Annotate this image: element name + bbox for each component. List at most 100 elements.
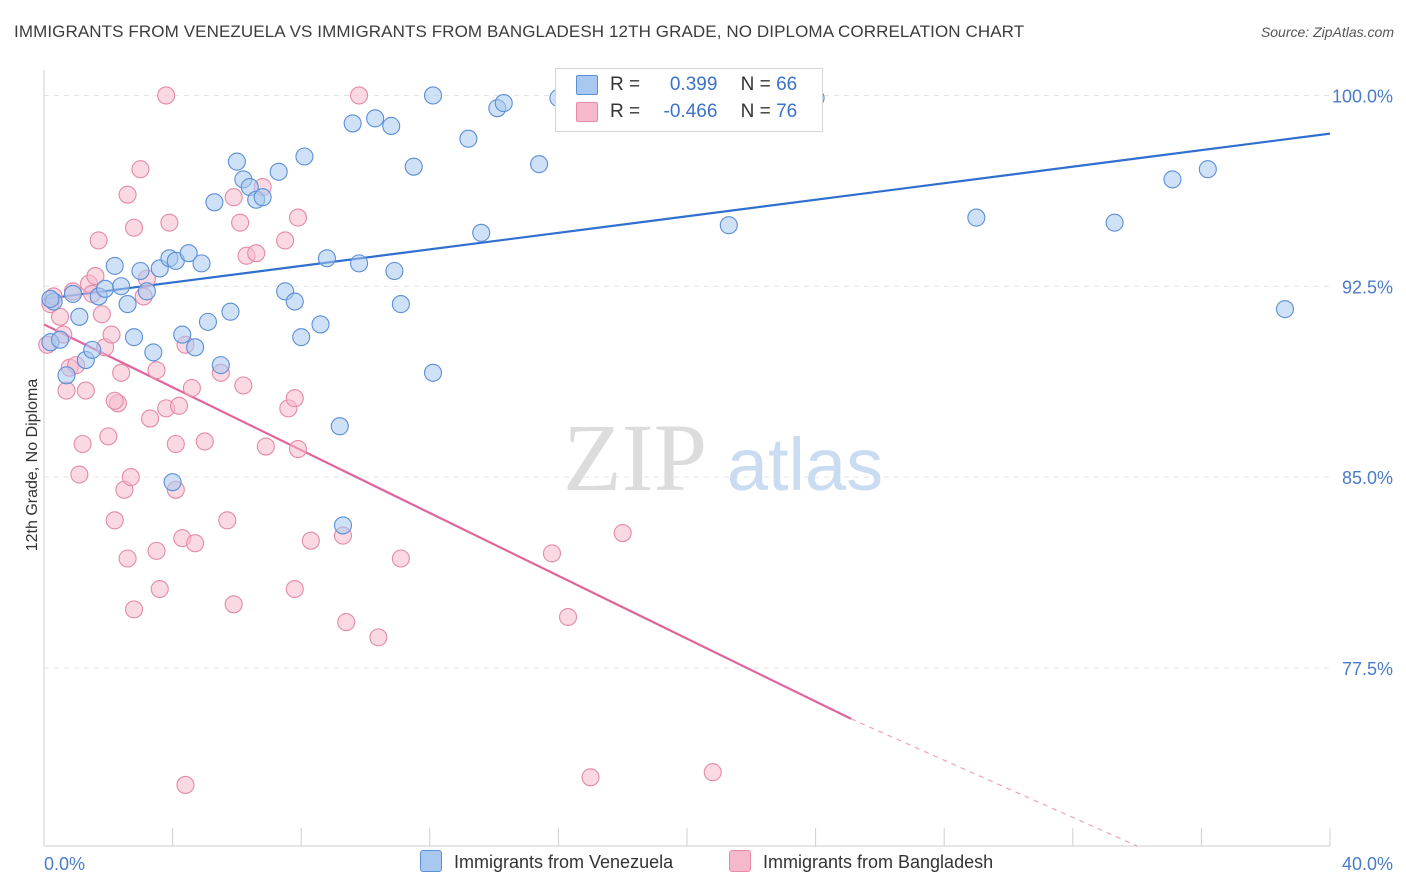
point-bangladesh xyxy=(186,534,205,553)
point-bangladesh xyxy=(102,325,121,344)
point-venezuela xyxy=(96,279,115,298)
point-bangladesh xyxy=(73,434,92,454)
point-venezuela xyxy=(317,249,336,268)
legend-n-label: N = xyxy=(740,74,771,95)
point-bangladesh xyxy=(131,160,150,179)
point-venezuela xyxy=(391,295,410,314)
trendline-bangladesh-extension xyxy=(850,718,1138,847)
point-bangladesh xyxy=(118,549,137,568)
point-bangladesh xyxy=(558,607,578,627)
trend-lines xyxy=(43,132,1331,847)
point-venezuela xyxy=(118,295,137,314)
point-venezuela xyxy=(186,338,205,357)
point-venezuela xyxy=(1163,170,1182,189)
y-tick-label: 92.5% xyxy=(1342,277,1393,297)
legend-r-label: R = xyxy=(610,101,641,122)
trendline-bangladesh xyxy=(43,323,852,720)
point-venezuela xyxy=(382,116,401,136)
point-bangladesh xyxy=(176,775,195,794)
legend-item-bangladesh: Immigrants from Bangladesh xyxy=(729,850,993,873)
point-bangladesh xyxy=(105,511,124,530)
legend-label-bangladesh: Immigrants from Bangladesh xyxy=(763,852,994,872)
point-venezuela xyxy=(41,289,60,309)
point-venezuela xyxy=(1105,213,1124,232)
point-bangladesh xyxy=(391,549,410,568)
legend-r-label: R = xyxy=(610,74,641,95)
point-bangladesh xyxy=(581,768,600,787)
point-bangladesh xyxy=(285,579,304,599)
point-bangladesh xyxy=(147,541,166,560)
point-bangladesh xyxy=(86,267,105,286)
point-venezuela xyxy=(112,277,131,296)
point-bangladesh xyxy=(118,185,137,204)
point-venezuela xyxy=(173,325,192,344)
point-bangladesh xyxy=(224,188,243,207)
legend-item-venezuela: Immigrants from Venezuela xyxy=(420,850,673,873)
point-venezuela xyxy=(295,147,314,166)
point-venezuela xyxy=(163,473,182,492)
point-bangladesh xyxy=(147,361,166,380)
point-bangladesh xyxy=(301,531,320,550)
point-venezuela xyxy=(494,94,513,113)
bangladesh-swatch xyxy=(576,101,598,122)
point-venezuela xyxy=(719,216,738,235)
point-bangladesh xyxy=(542,544,562,563)
legend-n-value: 76 xyxy=(776,101,798,122)
x-tick-label-max: 40.0% xyxy=(1342,854,1393,874)
legend-r-value: 0.399 xyxy=(669,74,718,95)
legend-r-value: -0.466 xyxy=(663,101,718,122)
point-bangladesh xyxy=(157,86,176,105)
point-venezuela xyxy=(1275,300,1295,319)
point-venezuela xyxy=(137,282,156,301)
point-bangladesh xyxy=(234,376,253,395)
point-venezuela xyxy=(253,188,272,207)
point-venezuela xyxy=(459,129,478,148)
point-venezuela xyxy=(269,162,288,181)
point-bangladesh xyxy=(231,213,250,232)
source-credit: Source: ZipAtlas.com xyxy=(1260,24,1394,40)
point-bangladesh xyxy=(247,244,266,263)
point-bangladesh xyxy=(124,600,144,619)
point-bangladesh xyxy=(613,524,632,543)
point-bangladesh xyxy=(256,437,275,456)
point-bangladesh xyxy=(166,434,185,454)
y-tick-labels: 100.0% 92.5% 85.0% 77.5% xyxy=(1332,86,1393,678)
point-bangladesh xyxy=(285,389,304,408)
point-venezuela xyxy=(285,292,304,311)
y-axis-label: 12th Grade, No Diploma xyxy=(24,379,41,552)
y-tick-label: 85.0% xyxy=(1342,468,1393,488)
point-venezuela xyxy=(423,86,443,105)
y-tick-label: 77.5% xyxy=(1342,659,1393,679)
point-venezuela xyxy=(385,261,404,281)
point-bangladesh xyxy=(57,381,76,400)
point-bangladesh xyxy=(124,218,144,237)
chart-title: IMMIGRANTS FROM VENEZUELA VS IMMIGRANTS … xyxy=(14,22,1025,41)
point-venezuela xyxy=(198,312,218,331)
point-bangladesh xyxy=(224,595,243,614)
point-venezuela xyxy=(1198,160,1217,179)
point-venezuela xyxy=(57,366,76,385)
point-bangladesh xyxy=(276,231,295,250)
point-bangladesh xyxy=(160,213,179,232)
point-bangladesh xyxy=(99,427,118,446)
point-venezuela xyxy=(311,315,330,334)
point-venezuela xyxy=(131,261,150,281)
venezuela-legend-swatch xyxy=(420,850,442,872)
legend-row-bangladesh: R = -0.466 N = 76 xyxy=(576,101,797,127)
watermark-zip: ZIP xyxy=(563,404,707,511)
watermark-atlas: atlas xyxy=(727,423,883,506)
legend-label-venezuela: Immigrants from Venezuela xyxy=(454,852,674,872)
point-bangladesh xyxy=(70,465,89,484)
point-venezuela xyxy=(63,284,82,303)
legend-n-label: N = xyxy=(740,101,771,122)
point-venezuela xyxy=(333,516,353,535)
point-bangladesh xyxy=(288,440,308,459)
point-venezuela xyxy=(124,328,144,347)
point-venezuela xyxy=(83,340,102,359)
legend-row-venezuela: R = 0.399 N = 66 xyxy=(576,74,797,100)
point-bangladesh xyxy=(218,511,237,530)
point-bangladesh xyxy=(369,628,388,647)
point-venezuela xyxy=(350,254,369,273)
point-bangladesh xyxy=(121,468,140,487)
